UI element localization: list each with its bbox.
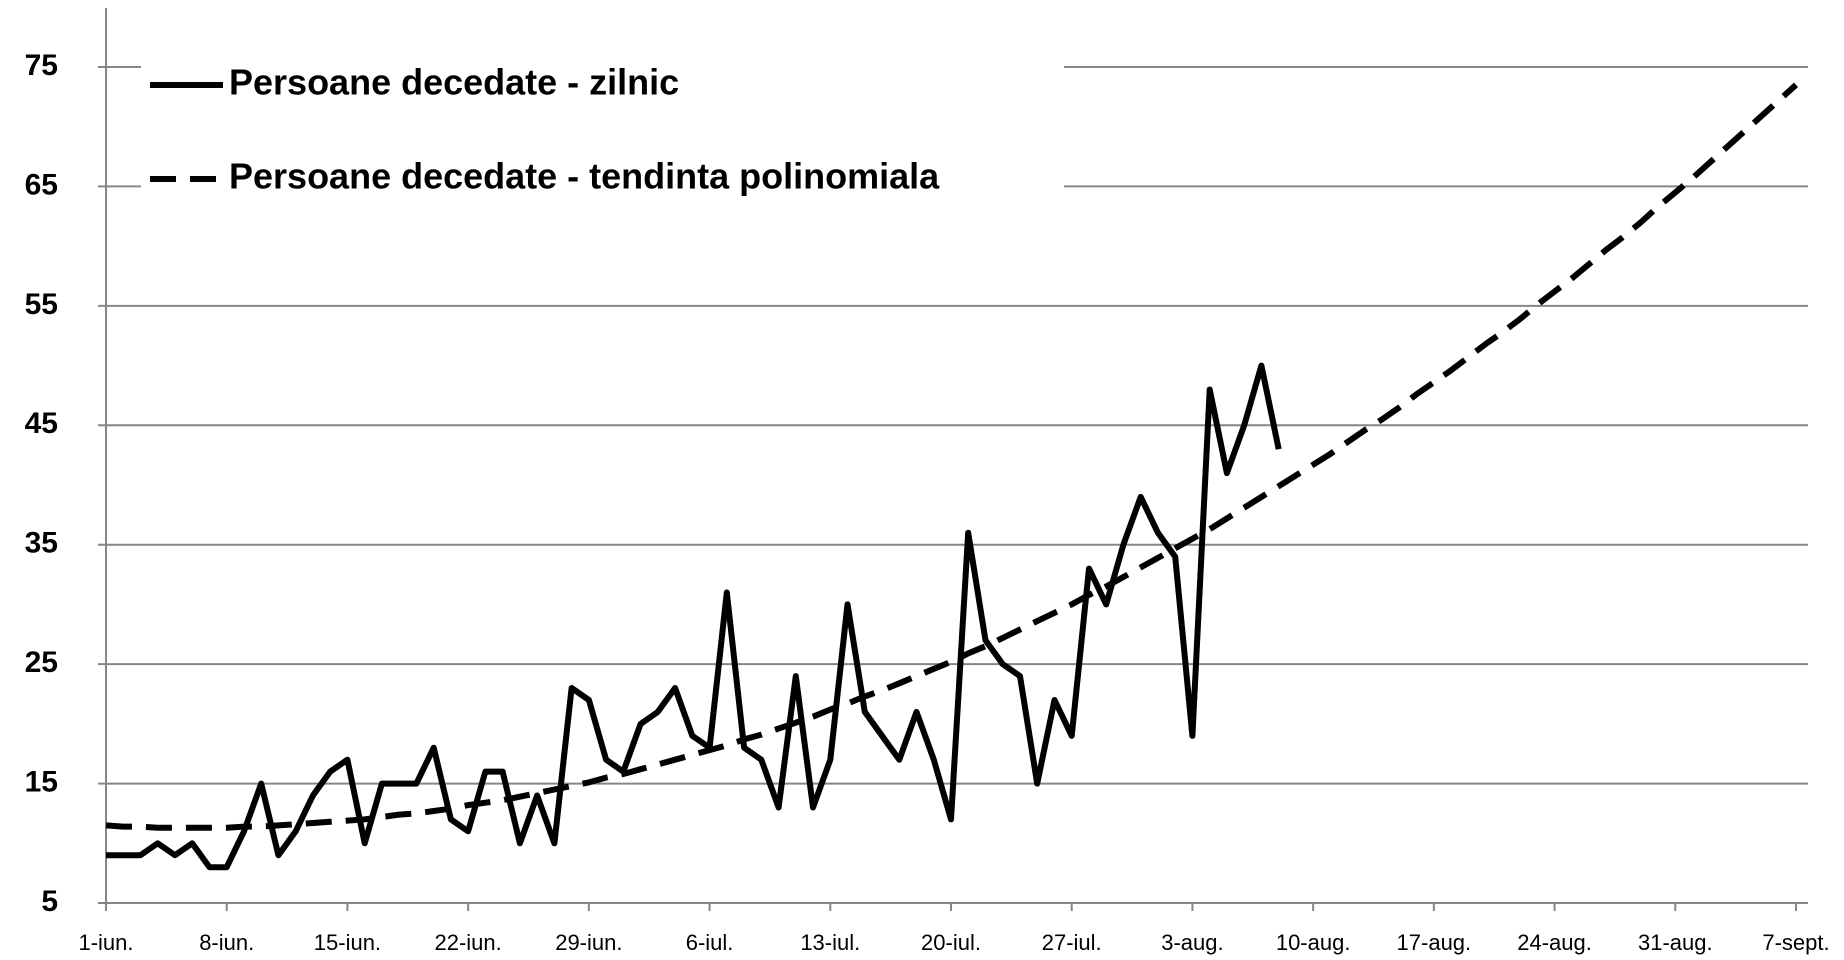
legend-background (141, 47, 1064, 223)
series-line (105, 82, 1799, 831)
legend: Persoane decedate - zilnic Persoane deced… (141, 47, 1064, 223)
x-tick-label: 29-iun. (555, 930, 622, 955)
y-tick-label: 25 (25, 646, 58, 679)
y-tick-label: 35 (25, 527, 58, 560)
x-tick-label: 22-iun. (435, 930, 502, 955)
y-tick-label: 75 (25, 49, 58, 82)
x-tick-label: 24-aug. (1517, 930, 1592, 955)
x-tick-label: 1-iun. (78, 930, 133, 955)
y-tick-label: 55 (25, 288, 58, 321)
legend-label: Persoane decedate - tendinta polinomiala (229, 156, 940, 197)
x-tick-label: 31-aug. (1638, 930, 1713, 955)
series-line (106, 362, 1282, 871)
x-tick-label: 27-iul. (1042, 930, 1102, 955)
x-tick-label: 13-iul. (800, 930, 860, 955)
y-tick-label: 65 (25, 168, 58, 201)
y-tick-label: 45 (25, 407, 58, 440)
x-tick-label: 6-iul. (686, 930, 734, 955)
x-tick-label: 17-aug. (1397, 930, 1472, 955)
x-tick-label: 10-aug. (1276, 930, 1351, 955)
x-tick-label: 20-iul. (921, 930, 981, 955)
x-tick-label: 3-aug. (1161, 930, 1223, 955)
y-tick-label: 15 (25, 765, 58, 798)
legend-label: Persoane decedate - zilnic (229, 62, 679, 103)
x-tick-label: 15-iun. (314, 930, 381, 955)
y-tick-label: 5 (41, 885, 58, 918)
x-tick-label: 8-iun. (199, 930, 254, 955)
x-tick-label: 7-sept. (1762, 930, 1829, 955)
